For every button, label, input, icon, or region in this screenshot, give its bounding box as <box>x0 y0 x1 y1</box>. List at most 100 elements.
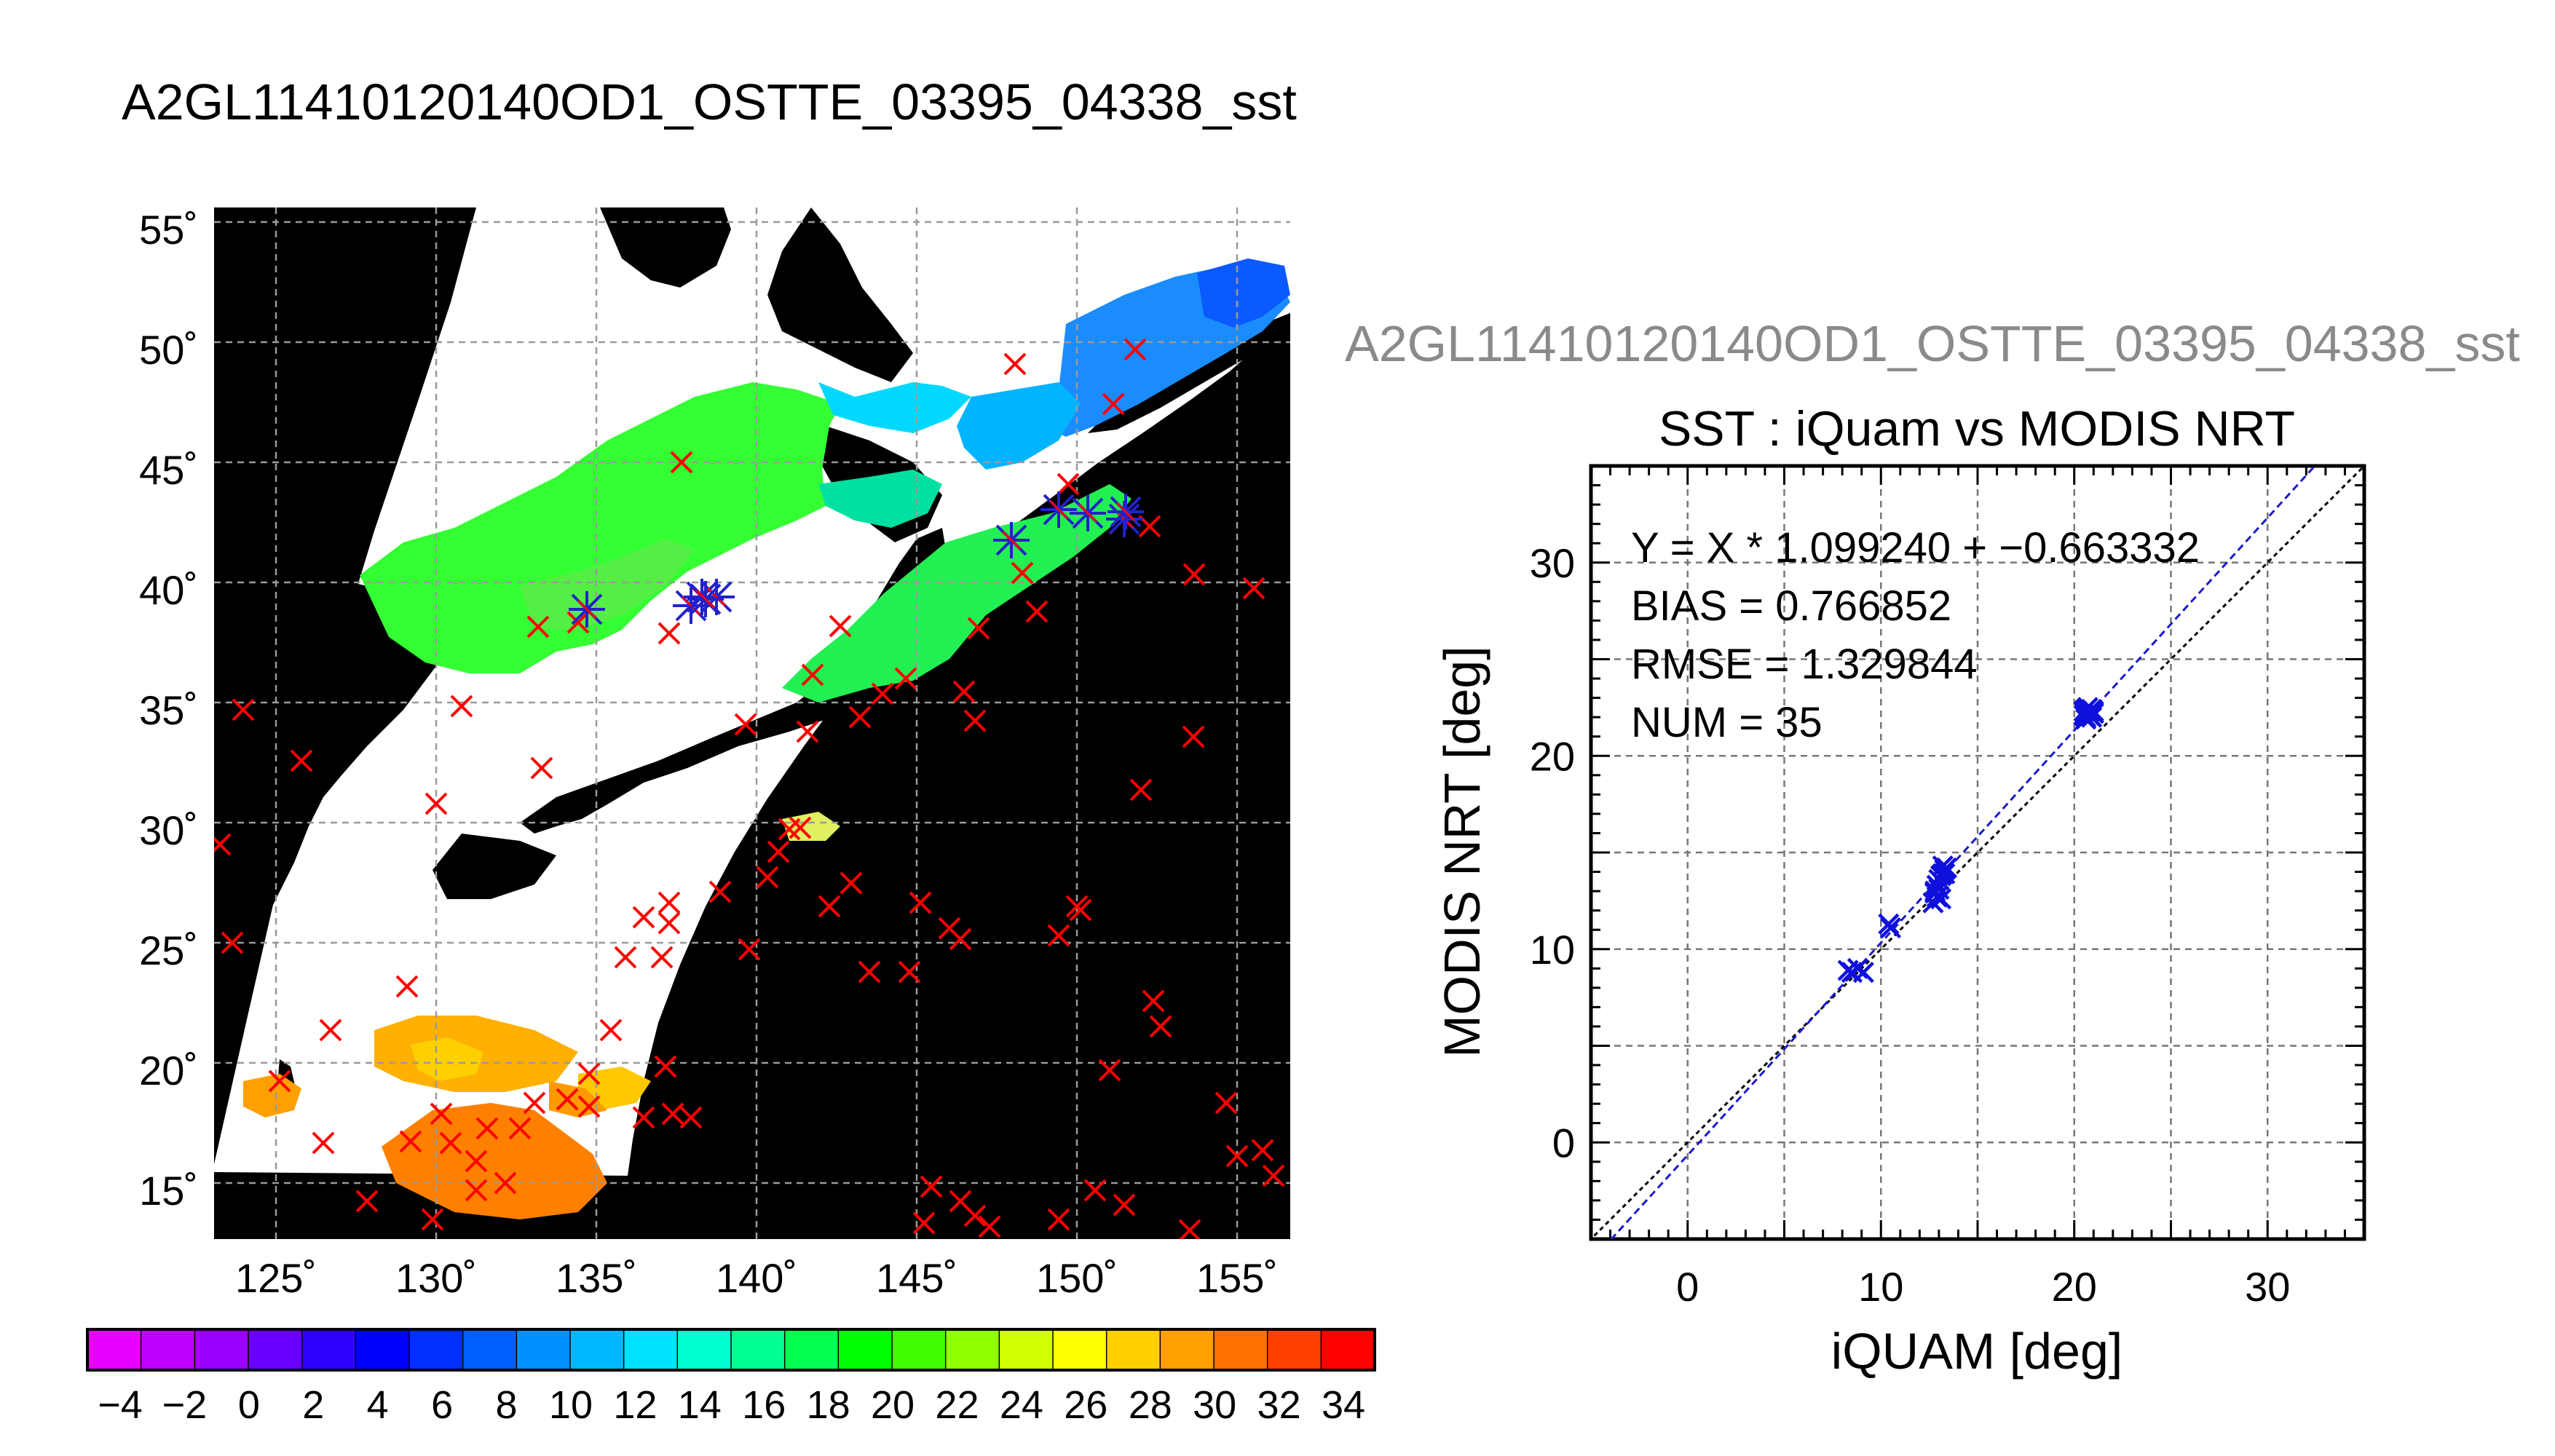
lat-tick-label: 35˚ <box>139 687 198 733</box>
matchup-marker <box>312 1131 335 1155</box>
matched-marker <box>687 581 724 617</box>
sst-south-yellow <box>411 1037 483 1081</box>
y-tick-label: 0 <box>1552 1120 1575 1166</box>
scatter-point <box>1932 855 1954 877</box>
lat-tick-label: 45˚ <box>139 447 198 493</box>
one-to-one-line <box>1591 466 2364 1239</box>
matchup-marker <box>1003 352 1027 376</box>
matchup-marker <box>395 975 419 998</box>
lon-tick-label: 135˚ <box>556 1255 637 1301</box>
matchup-marker <box>465 1179 488 1202</box>
matchup-marker <box>523 1091 546 1115</box>
colorbar-swatch <box>248 1329 303 1370</box>
colorbar-label: −2 <box>162 1383 208 1427</box>
matchup-marker <box>1098 1059 1121 1082</box>
colorbar-swatch <box>838 1329 893 1370</box>
lat-tick-label: 20˚ <box>139 1048 198 1093</box>
matchup-marker <box>1251 1139 1274 1162</box>
colorbar-label: 2 <box>302 1383 324 1427</box>
matchup-marker <box>657 622 681 645</box>
matchup-marker <box>232 698 255 721</box>
matchup-marker <box>789 816 812 839</box>
matchup-marker <box>566 611 590 634</box>
lat-tick-label: 50˚ <box>139 327 198 373</box>
sst-south-west <box>243 1074 301 1117</box>
lat-tick-label: 15˚ <box>139 1168 198 1214</box>
matchup-marker <box>424 792 448 815</box>
sst-japan-sea <box>360 382 840 673</box>
stats-annotation: Y = X * 1.099240 + −0.663332 <box>1631 524 2200 571</box>
x-axis-label: iQUAM [deg] <box>1831 1323 2123 1380</box>
matchup-marker <box>909 891 932 914</box>
matchup-marker <box>679 1106 703 1129</box>
matchup-marker <box>1225 1144 1249 1168</box>
matchup-marker <box>1069 898 1092 922</box>
matchup-marker <box>530 756 553 780</box>
matchup-marker <box>508 1117 532 1140</box>
colorbar-swatch <box>623 1329 678 1370</box>
colorbar-label: 10 <box>549 1383 593 1427</box>
colorbar-swatch <box>1106 1329 1161 1370</box>
matchup-marker <box>1242 577 1265 600</box>
matchup-marker <box>475 1117 499 1140</box>
matchup-marker <box>1182 563 1206 586</box>
matchup-marker <box>1047 924 1070 947</box>
matchup-marker <box>654 1055 677 1078</box>
matchup-marker <box>848 705 872 729</box>
matchup-marker <box>632 1106 655 1129</box>
matchup-marker <box>577 1062 601 1085</box>
colorbar-swatch <box>516 1329 571 1370</box>
matchup-marker <box>756 866 779 889</box>
land-continent-nw <box>600 207 731 288</box>
colorbar-swatch <box>892 1329 947 1370</box>
colorbar-label: 8 <box>496 1383 518 1427</box>
matchup-marker <box>556 1088 579 1111</box>
sst-oyashio <box>818 382 971 433</box>
colorbar-swatch <box>945 1329 1000 1370</box>
colorbar-label: 0 <box>238 1383 260 1427</box>
colorbar-swatch <box>677 1329 732 1370</box>
matchup-marker <box>221 931 244 954</box>
sst-okhotsk-cool <box>957 382 1081 470</box>
colorbar <box>86 1328 1376 1372</box>
matchup-marker <box>614 946 637 969</box>
matchup-marker <box>801 663 824 687</box>
colorbar-swatch <box>1321 1329 1375 1370</box>
matchup-marker <box>767 840 790 863</box>
scatter-point <box>1934 863 1956 885</box>
no-coverage-left <box>214 207 476 1164</box>
matched-marker <box>1070 495 1106 531</box>
matchup-marker <box>657 891 681 914</box>
matchup-marker <box>670 451 693 474</box>
y-axis-label: MODIS NRT [deg] <box>1434 646 1490 1057</box>
x-tick-label: 0 <box>1676 1264 1699 1310</box>
matchup-marker <box>494 1171 517 1195</box>
scatter-point <box>1879 917 1902 939</box>
matchup-marker <box>894 667 917 690</box>
colorbar-swatch <box>1214 1329 1268 1370</box>
colorbar-swatch <box>999 1329 1054 1370</box>
lon-tick-label: 130˚ <box>395 1255 477 1301</box>
matchup-marker <box>1113 1193 1136 1216</box>
sst-kamchatka-cold <box>1197 258 1290 328</box>
matchup-marker <box>421 1208 444 1231</box>
lat-tick-label: 30˚ <box>139 807 198 853</box>
colorbar-label: 20 <box>871 1383 915 1427</box>
matchup-marker <box>1215 1091 1238 1115</box>
lon-tick-label: 125˚ <box>235 1255 317 1301</box>
stats-annotation: NUM = 35 <box>1631 699 1823 746</box>
colorbar-swatch <box>355 1329 410 1370</box>
colorbar-label: 16 <box>742 1383 786 1427</box>
matchup-marker <box>1129 778 1153 802</box>
matchup-marker <box>796 720 819 743</box>
matched-marker <box>1107 494 1144 530</box>
matchup-marker <box>430 1102 453 1125</box>
colorbar-swatch <box>570 1329 625 1370</box>
matchup-marker <box>599 1018 623 1042</box>
matchup-marker <box>1083 1179 1107 1202</box>
x-tick-label: 10 <box>1858 1264 1903 1310</box>
colorbar-swatch <box>141 1329 195 1370</box>
matchup-marker <box>1182 725 1205 748</box>
axis-ticks: 0 10 20 30 0 10 20 30 <box>1530 464 2366 1310</box>
